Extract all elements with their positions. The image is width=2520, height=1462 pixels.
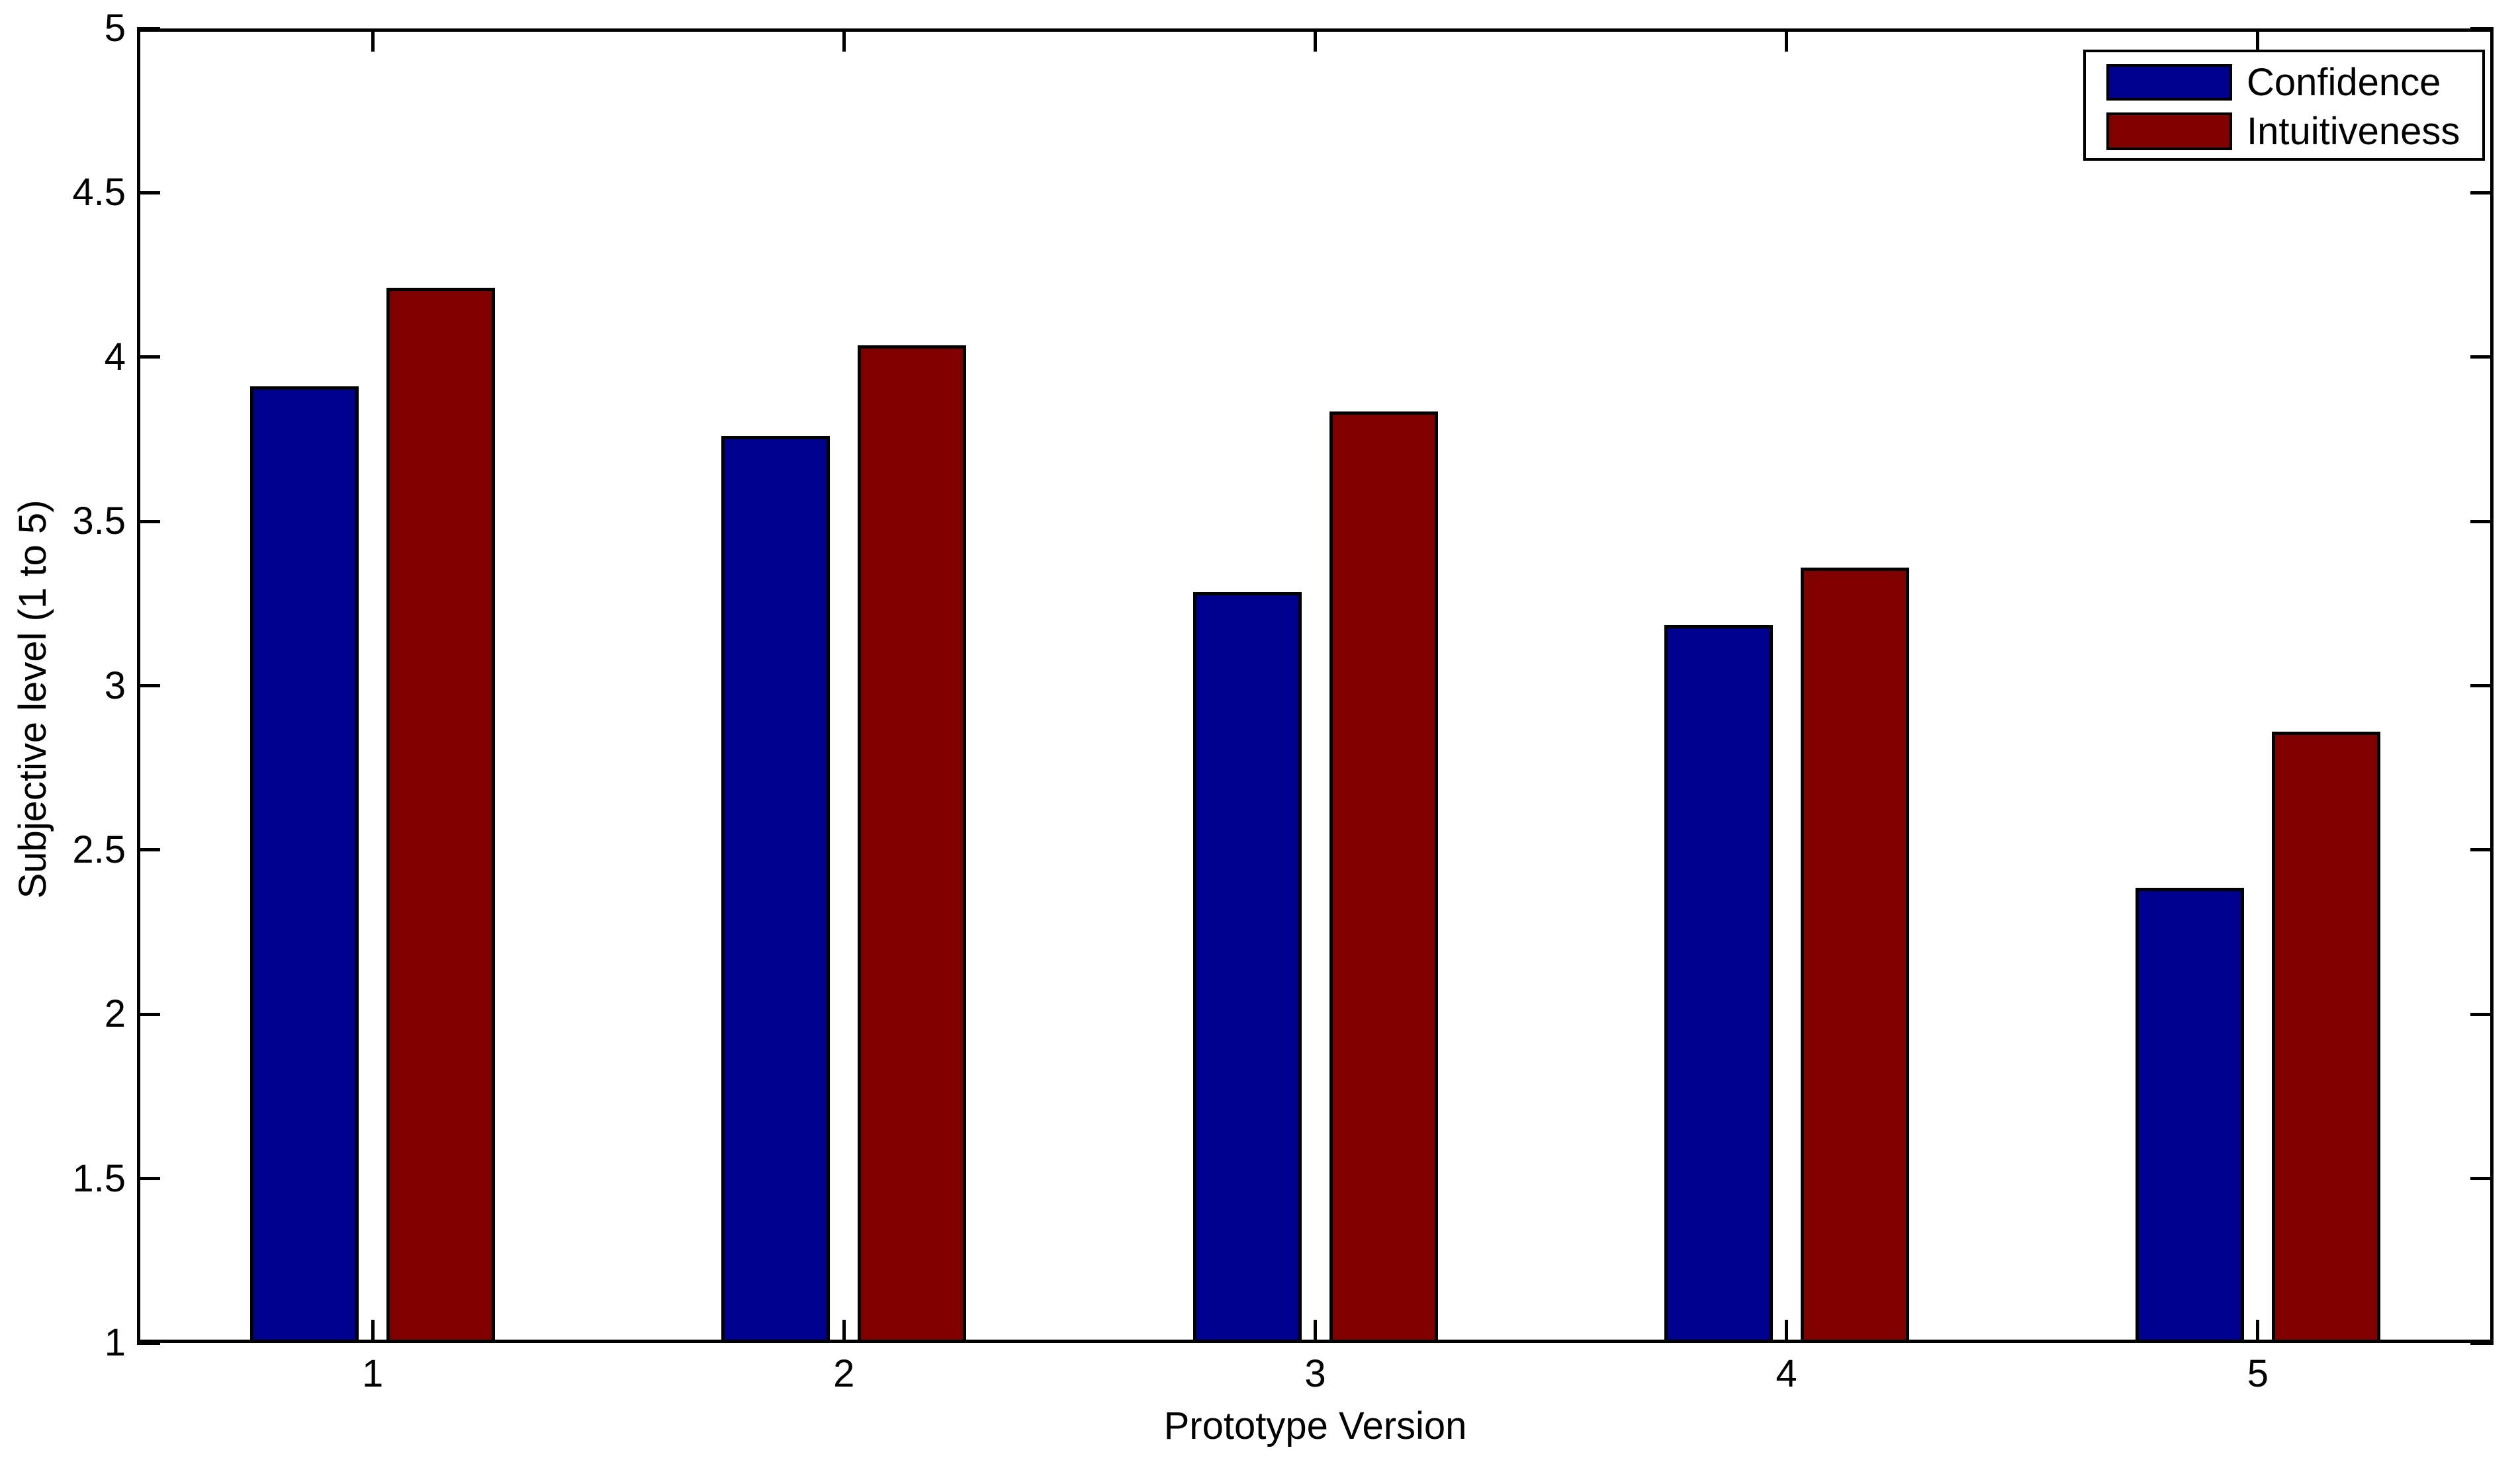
y-tick-label-2: 2	[104, 992, 126, 1036]
legend: Confidence Intuitiveness	[2083, 50, 2485, 161]
y-tick-right-1	[2470, 1341, 2494, 1345]
x-tick-3	[1314, 1320, 1317, 1343]
x-tick-4	[1785, 1320, 1789, 1343]
y-tick-2	[137, 1012, 160, 1016]
y-tick-label-1: 1	[104, 1321, 126, 1364]
y-tick-right-5	[2470, 26, 2494, 30]
y-tick-right-4	[2470, 355, 2494, 359]
y-tick-right-2.5	[2470, 848, 2494, 852]
y-tick-1	[137, 1341, 160, 1345]
bar-intuitiveness-5	[2271, 732, 2380, 1343]
y-tick-3	[137, 684, 160, 687]
bar-intuitiveness-3	[1329, 411, 1438, 1343]
y-tick-right-2	[2470, 1012, 2494, 1016]
y-tick-1.5	[137, 1177, 160, 1181]
x-tick-label-3: 3	[1304, 1352, 1326, 1395]
y-tick-right-3.5	[2470, 519, 2494, 523]
y-tick-right-3	[2470, 684, 2494, 687]
x-tick-2	[842, 1320, 846, 1343]
y-tick-label-4.5: 4.5	[72, 171, 126, 214]
y-tick-label-3: 3	[104, 664, 126, 707]
x-axis-title: Prototype Version	[1163, 1404, 1467, 1447]
legend-swatch-confidence	[2106, 64, 2232, 101]
bar-intuitiveness-1	[386, 288, 496, 1343]
y-tick-label-4: 4	[104, 335, 126, 378]
y-tick-right-1.5	[2470, 1177, 2494, 1181]
bar-intuitiveness-2	[858, 345, 967, 1343]
x-tick-label-1: 1	[361, 1352, 384, 1395]
x-tick-label-4: 4	[1776, 1352, 1797, 1395]
y-tick-3.5	[137, 519, 160, 523]
x-tick-label-2: 2	[833, 1352, 855, 1395]
x-tick-top-1	[371, 28, 375, 52]
bar-confidence-3	[1192, 591, 1302, 1343]
y-axis-title: Subjective level (1 to 5)	[11, 499, 54, 899]
y-tick-right-4.5	[2470, 191, 2494, 194]
y-tick-label-1.5: 1.5	[72, 1156, 126, 1200]
y-tick-label-2.5: 2.5	[72, 828, 126, 871]
legend-label-confidence: Confidence	[2247, 61, 2441, 104]
x-tick-top-3	[1314, 28, 1317, 52]
bar-confidence-2	[721, 435, 831, 1343]
plot-area: 1 1.5 2 2.5 3 3.5 4 4.5 5 1 2 3 4 5 Prototype Version…	[11, 9, 2494, 1447]
y-tick-label-3.5: 3.5	[72, 499, 126, 543]
x-tick-1	[371, 1320, 375, 1343]
y-tick-5	[137, 26, 160, 30]
x-tick-5	[2256, 1320, 2260, 1343]
x-tick-top-2	[842, 28, 846, 52]
bar-confidence-5	[2135, 887, 2244, 1343]
y-tick-label-5: 5	[104, 7, 126, 50]
x-tick-top-4	[1785, 28, 1789, 52]
bar-intuitiveness-4	[1800, 567, 1909, 1343]
y-tick-4.5	[137, 191, 160, 194]
bar-confidence-1	[250, 386, 359, 1343]
legend-label-intuitiveness: Intuitiveness	[2247, 110, 2460, 153]
y-tick-4	[137, 355, 160, 359]
x-tick-top-5	[2256, 28, 2260, 52]
bar-confidence-4	[1664, 624, 1773, 1343]
legend-swatch-intuitiveness	[2106, 112, 2232, 150]
x-tick-label-5: 5	[2247, 1352, 2269, 1395]
y-tick-2.5	[137, 848, 160, 852]
